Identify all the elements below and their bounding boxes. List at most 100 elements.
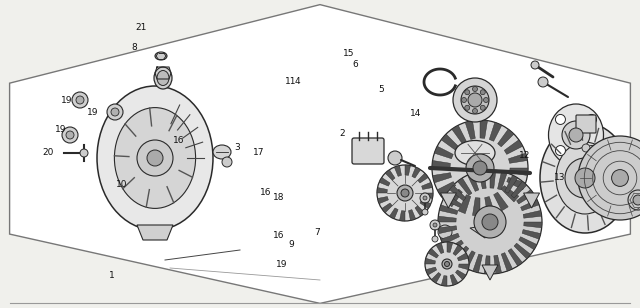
Circle shape [442,259,452,269]
FancyBboxPatch shape [352,138,384,164]
Text: 16: 16 [273,231,284,240]
Ellipse shape [556,142,614,214]
Polygon shape [431,273,441,283]
Circle shape [438,225,452,239]
Ellipse shape [155,52,167,60]
Polygon shape [440,193,456,208]
Text: 19: 19 [276,260,287,270]
Circle shape [461,98,467,103]
Polygon shape [438,216,456,222]
Text: 7: 7 [314,228,319,237]
Polygon shape [378,197,388,204]
Polygon shape [441,134,459,150]
Circle shape [612,170,628,186]
Polygon shape [479,170,486,189]
Circle shape [401,189,409,197]
Text: 2: 2 [340,129,345,139]
Polygon shape [480,120,488,138]
Polygon shape [418,173,428,183]
Circle shape [482,214,498,230]
Circle shape [556,115,566,124]
Text: 20: 20 [42,148,54,157]
Circle shape [565,158,605,198]
Polygon shape [494,255,502,274]
Circle shape [422,209,428,215]
Circle shape [556,146,566,156]
Circle shape [575,168,595,188]
Polygon shape [412,167,420,178]
Circle shape [62,127,78,143]
Circle shape [472,108,477,114]
Polygon shape [438,226,457,233]
Ellipse shape [154,67,172,89]
Polygon shape [459,264,469,270]
Polygon shape [426,267,436,275]
Polygon shape [484,256,490,274]
Circle shape [466,154,494,182]
Polygon shape [435,146,453,159]
Text: 16: 16 [260,188,271,197]
Circle shape [76,96,84,104]
Polygon shape [453,245,463,256]
Polygon shape [465,121,476,140]
Text: 1: 1 [109,271,115,280]
Polygon shape [399,211,405,221]
Polygon shape [505,175,518,193]
Text: 12: 12 [519,151,531,160]
Polygon shape [442,276,447,286]
Polygon shape [508,249,522,266]
Circle shape [66,131,74,139]
Circle shape [420,193,430,203]
Text: 4: 4 [295,77,300,86]
Polygon shape [507,177,525,190]
Ellipse shape [97,86,213,230]
Text: 3: 3 [234,143,239,152]
Ellipse shape [213,145,231,159]
Circle shape [578,136,640,220]
Polygon shape [137,225,173,240]
Text: 18: 18 [273,192,284,202]
Polygon shape [484,197,495,215]
Circle shape [480,105,485,110]
Polygon shape [509,168,528,176]
Ellipse shape [540,123,630,233]
Polygon shape [443,194,461,207]
Circle shape [465,105,470,110]
Polygon shape [520,200,539,211]
Polygon shape [415,206,425,216]
Polygon shape [432,160,451,168]
Circle shape [472,87,477,91]
Polygon shape [504,140,523,154]
Polygon shape [489,122,502,141]
Circle shape [147,150,163,166]
Circle shape [107,104,123,120]
Polygon shape [453,246,469,263]
Circle shape [423,196,427,200]
Polygon shape [473,254,483,273]
Polygon shape [420,200,431,209]
Text: 16: 16 [173,136,185,145]
Polygon shape [439,205,458,214]
Polygon shape [511,181,527,198]
Text: 15: 15 [343,49,355,59]
Circle shape [453,78,497,122]
FancyBboxPatch shape [576,115,596,133]
Circle shape [445,261,449,266]
Polygon shape [458,178,472,195]
Circle shape [483,98,488,103]
Polygon shape [441,233,460,245]
Text: 21: 21 [135,23,147,32]
Polygon shape [498,129,514,147]
Text: 9: 9 [289,240,294,249]
Circle shape [222,157,232,167]
Polygon shape [394,165,401,176]
Polygon shape [493,192,508,211]
Circle shape [569,128,583,142]
Polygon shape [522,229,541,239]
Polygon shape [381,203,392,213]
Circle shape [461,86,489,114]
Polygon shape [422,182,433,189]
Polygon shape [482,265,498,280]
Polygon shape [10,5,630,303]
Polygon shape [428,249,438,258]
